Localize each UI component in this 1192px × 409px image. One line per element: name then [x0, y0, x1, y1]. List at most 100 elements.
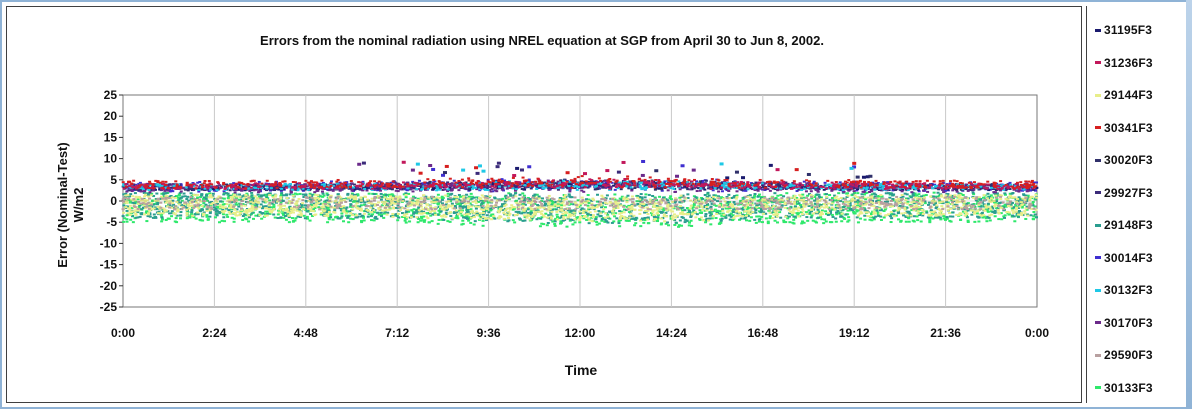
- data-point-30133F3: [685, 207, 689, 210]
- data-point-29148F3: [926, 216, 930, 219]
- data-point-30133F3: [959, 192, 963, 195]
- data-point-29144F3: [258, 206, 262, 209]
- data-point-29144F3: [730, 203, 734, 206]
- data-point-29148F3: [704, 215, 708, 218]
- data-point-30133F3: [571, 223, 575, 226]
- data-point-29148F3: [447, 198, 451, 201]
- data-point-29144F3: [582, 209, 586, 212]
- data-point-30133F3: [691, 206, 695, 209]
- data-point-29144F3: [271, 209, 275, 212]
- data-point-29148F3: [664, 198, 668, 201]
- data-point-29148F3: [987, 216, 991, 219]
- data-point-30133F3: [273, 216, 277, 219]
- data-point-30133F3: [125, 214, 129, 217]
- data-point-29144F3: [604, 212, 608, 215]
- data-point-29590F3: [511, 196, 515, 199]
- data-point-29590F3: [809, 201, 813, 204]
- data-point-30133F3: [806, 194, 810, 197]
- data-point-29148F3: [688, 211, 692, 214]
- data-point-29148F3: [681, 194, 685, 197]
- data-point-29590F3: [291, 198, 295, 201]
- data-point-29144F3: [971, 209, 975, 212]
- data-point-29590F3: [564, 208, 568, 211]
- data-point-29148F3: [500, 205, 504, 208]
- data-point-29148F3: [720, 217, 724, 220]
- data-point-29144F3: [938, 211, 942, 214]
- data-point-29148F3: [830, 203, 834, 206]
- data-point-29144F3: [616, 207, 620, 210]
- data-point-29148F3: [138, 204, 142, 207]
- data-point-29144F3: [472, 212, 476, 215]
- data-point-29144F3: [351, 214, 355, 217]
- data-point-30133F3: [367, 213, 371, 216]
- data-point-29148F3: [689, 216, 693, 219]
- data-point-29144F3: [477, 205, 481, 208]
- data-point-29590F3: [901, 203, 905, 206]
- data-point-29590F3: [723, 204, 727, 207]
- data-point-29144F3: [415, 216, 419, 219]
- data-point-29148F3: [296, 215, 300, 218]
- data-point-29148F3: [590, 199, 594, 202]
- data-point-30133F3: [595, 200, 599, 203]
- data-point-29144F3: [982, 194, 986, 197]
- data-point-29144F3: [655, 208, 659, 211]
- data-point-29148F3: [925, 211, 929, 214]
- data-point-29148F3: [374, 215, 378, 218]
- data-point-29148F3: [558, 197, 562, 200]
- data-point-29144F3: [864, 211, 868, 214]
- data-point-29144F3: [791, 209, 795, 212]
- data-point-29144F3: [857, 214, 861, 217]
- data-point-29144F3: [124, 206, 128, 209]
- scatter-chart: Errors from the nominal radiation using …: [55, 33, 1049, 378]
- data-point-30133F3: [328, 215, 332, 218]
- data-point-29144F3: [682, 212, 686, 215]
- data-point-30133F3: [423, 219, 427, 222]
- data-point-29148F3: [543, 200, 547, 203]
- data-point-29144F3: [290, 207, 294, 210]
- data-point-29590F3: [272, 198, 276, 201]
- data-point-29148F3: [326, 194, 330, 197]
- data-point-29590F3: [949, 198, 953, 201]
- data-point-30133F3: [440, 218, 444, 221]
- data-point-30133F3: [235, 197, 239, 200]
- data-point-29148F3: [466, 210, 470, 213]
- data-point-30133F3: [177, 198, 181, 201]
- data-point-29148F3: [911, 194, 915, 197]
- data-point-29144F3: [492, 215, 496, 218]
- data-point-29590F3: [912, 208, 916, 211]
- data-point-29148F3: [449, 215, 453, 218]
- data-point-29144F3: [900, 194, 904, 197]
- data-point-29144F3: [578, 219, 582, 222]
- data-point-29590F3: [844, 207, 848, 210]
- data-point-29148F3: [430, 197, 434, 200]
- data-point-30133F3: [581, 215, 585, 218]
- data-point-29144F3: [360, 209, 364, 212]
- data-point-30014F3: [257, 180, 261, 183]
- data-point-29148F3: [335, 201, 339, 204]
- data-point-30133F3: [915, 215, 919, 218]
- data-point-29590F3: [1002, 208, 1006, 211]
- data-point-29148F3: [588, 207, 592, 210]
- data-point-29144F3: [478, 217, 482, 220]
- data-point-30133F3: [993, 215, 997, 218]
- data-point-29590F3: [1029, 203, 1033, 206]
- data-point-29148F3: [325, 211, 329, 214]
- data-point-29144F3: [415, 203, 419, 206]
- data-point-30133F3: [237, 198, 241, 201]
- data-point-29590F3: [174, 205, 178, 208]
- data-point-29144F3: [555, 218, 559, 221]
- data-point-29590F3: [946, 205, 950, 208]
- data-point-30133F3: [175, 221, 179, 224]
- data-point-29590F3: [424, 208, 428, 211]
- data-point-29144F3: [982, 214, 986, 217]
- data-point-29144F3: [453, 195, 457, 198]
- data-point-30133F3: [842, 216, 846, 219]
- data-point-30133F3: [686, 211, 690, 214]
- data-point-30133F3: [876, 195, 880, 198]
- data-point-29148F3: [537, 195, 541, 198]
- data-point-29144F3: [549, 217, 553, 220]
- data-point-29144F3: [125, 202, 129, 205]
- data-point-29148F3: [753, 207, 757, 210]
- data-point-29144F3: [549, 205, 553, 208]
- data-point-30133F3: [486, 201, 490, 204]
